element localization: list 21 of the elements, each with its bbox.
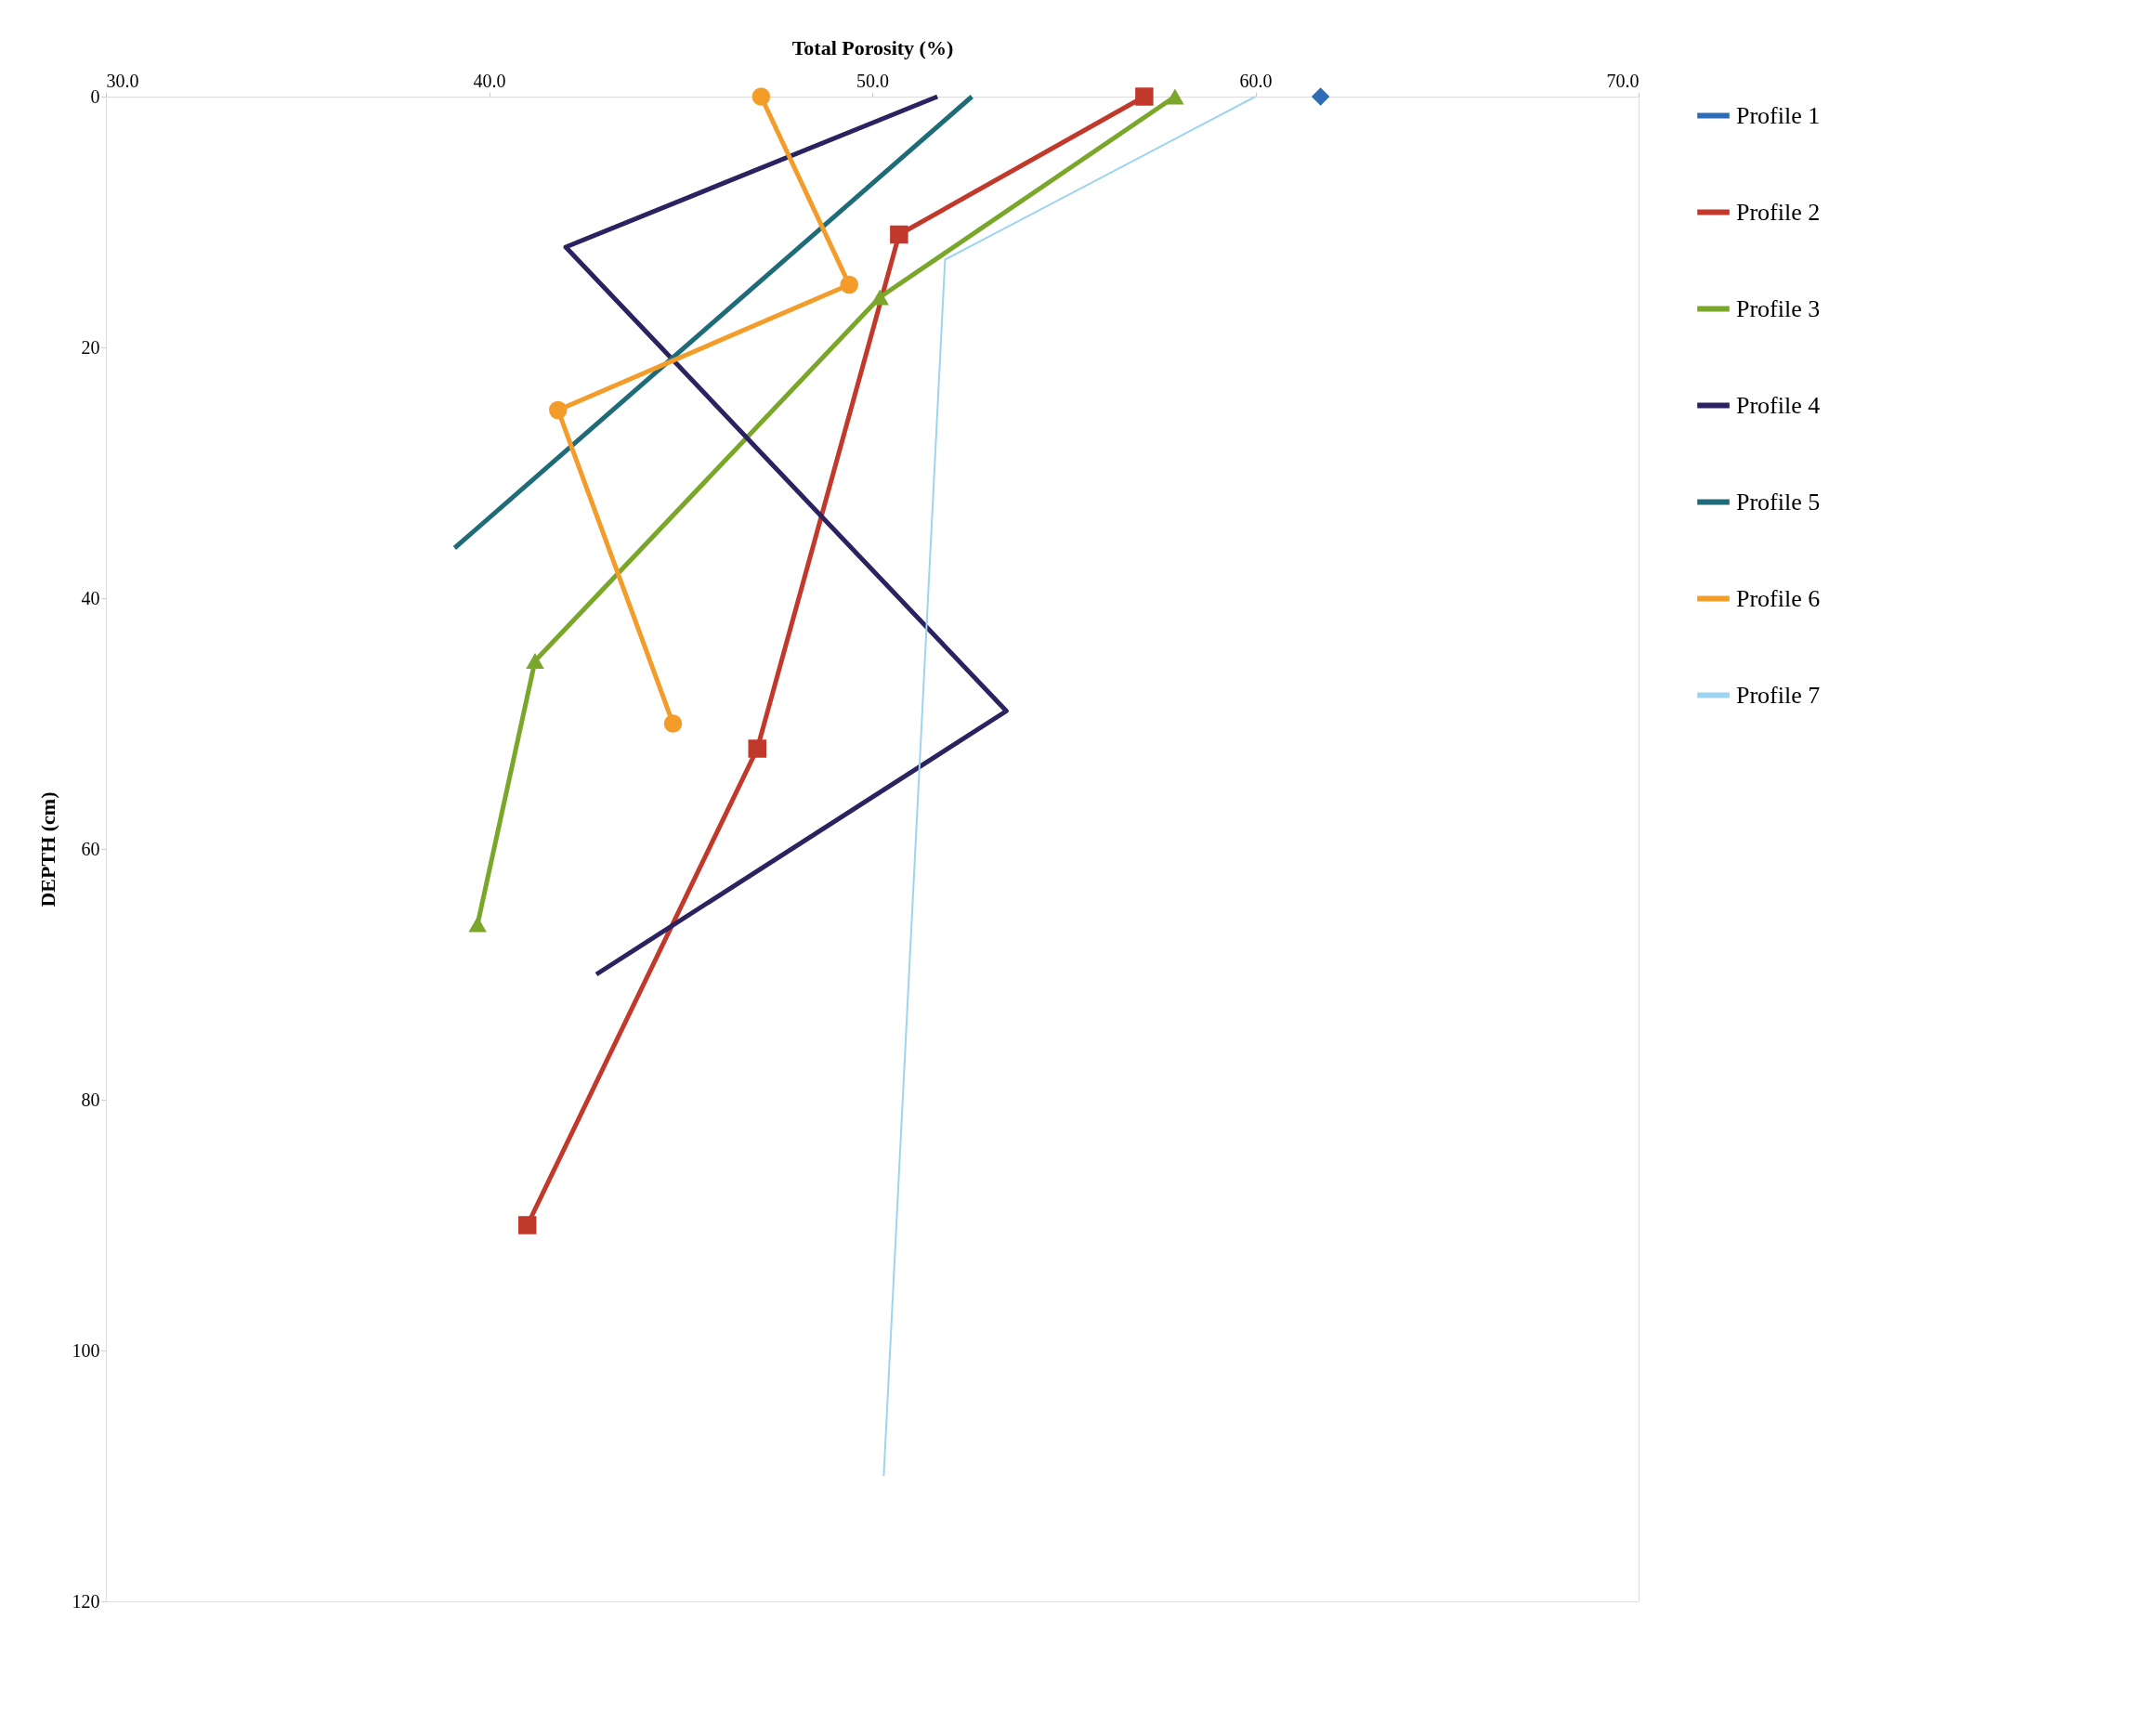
legend-label: Profile 2 [1736, 198, 1821, 226]
x-tick-label: 40.0 [473, 70, 506, 91]
y-tick-label: 40 [81, 587, 100, 608]
y-tick-label: 80 [81, 1089, 100, 1110]
legend-label: Profile 4 [1736, 391, 1821, 419]
legend-label: Profile 7 [1736, 681, 1821, 709]
legend-label: Profile 3 [1736, 294, 1821, 322]
y-tick-label: 60 [81, 838, 100, 859]
x-tick-label: 50.0 [856, 70, 889, 91]
x-tick-label: 60.0 [1239, 70, 1273, 91]
y-axis-title: DEPTH (cm) [35, 791, 59, 907]
y-tick-label: 100 [72, 1339, 100, 1361]
legend-label: Profile 6 [1736, 584, 1821, 612]
y-tick-label: 20 [81, 336, 100, 358]
x-tick-label: 70.0 [1606, 70, 1640, 91]
x-tick-label: 30.0 [106, 70, 139, 91]
y-tick-label: 0 [90, 85, 100, 107]
legend-label: Profile 5 [1736, 488, 1821, 516]
y-tick-label: 120 [72, 1590, 100, 1612]
legend-label: Profile 1 [1736, 101, 1821, 129]
x-axis-title: Total Porosity (%) [791, 35, 954, 59]
